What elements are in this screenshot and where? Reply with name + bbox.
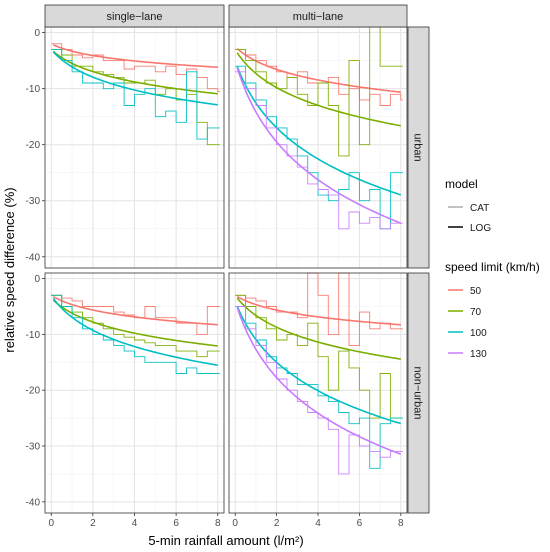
panel-non-urban-single-lane-x-tick-label: 0 [48, 518, 54, 529]
panel-non-urban-single-lane: 0 -10 -20 -30 -40 0 2 4 6 8 [26, 272, 225, 529]
legend-speed-title: speed limit (km/h) [445, 260, 540, 274]
panel-urban-multi-lane-cat-line-70 [235, 15, 403, 157]
legend-speed-50-label: 50 [470, 286, 482, 297]
legend-speed: speed limit (km/h) 50 70 100 130 [445, 260, 540, 360]
panel-non-urban-single-lane-y-tick-label: -40 [26, 497, 41, 508]
panel-non-urban-single-lane-y-tick-label: 0 [34, 274, 40, 285]
legend-speed-130-label: 130 [470, 349, 487, 360]
panel-non-urban-single-lane-log-line-100 [52, 297, 218, 366]
legend-model: model CAT LOG [445, 177, 491, 234]
legend-speed-70-label: 70 [470, 307, 482, 318]
panel-non-urban-single-lane-log-line-50 [52, 295, 218, 326]
panel-urban-single-lane-y-tick-label: -30 [26, 196, 41, 207]
panel-non-urban-single-lane-y-tick-label: -20 [26, 386, 41, 397]
panel-urban-multi-lane-log-line-130 [236, 67, 402, 224]
strip-urban: urban [412, 133, 424, 161]
row-strips: urban non−urban [407, 26, 430, 514]
panel-non-urban-multi-lane-x-tick-label: 6 [357, 518, 363, 529]
panel-urban-multi-lane-log-line-70 [236, 52, 401, 127]
panel-non-urban-multi-lane-log-line-130 [236, 307, 402, 455]
panel-non-urban-multi-lane: 0 2 4 6 8 [228, 272, 408, 529]
panel-urban-single-lane: 0 -10 -20 -30 -40 [26, 26, 225, 269]
panel-urban-multi-lane-log-line-50 [236, 48, 401, 93]
panel-non-urban-multi-lane-x-tick-label: 4 [315, 518, 321, 529]
panel-non-urban-multi-lane-cat-line-130 [235, 306, 403, 475]
panel-urban-single-lane-log-line-100 [52, 51, 218, 106]
panel-urban-single-lane-y-tick-label: -20 [26, 140, 41, 151]
panel-non-urban-multi-lane-log-line-100 [236, 305, 402, 425]
panel-non-urban-single-lane-cat-line-70 [51, 294, 220, 358]
panel-urban-multi-lane-cat-line-130 [235, 71, 403, 230]
panel-urban-single-lane-y-tick-label: -10 [26, 84, 41, 95]
strip-multi-lane-bg [228, 4, 408, 28]
legend-model-title: model [445, 177, 478, 191]
legend-model-cat-label: CAT [470, 203, 489, 214]
strip-urban-bg [407, 26, 430, 269]
strip-non-urban-bg [407, 272, 430, 514]
column-strips: single−lane multi−lane [44, 4, 408, 28]
panel-urban-single-lane-cat-line-100 [51, 48, 220, 140]
panel-non-urban-single-lane-x-tick-label: 2 [90, 518, 96, 529]
panels-layer: 0-10-20-30-400-10-20-30-400 2 4 6 8 0 2 4 6 8 [26, 15, 408, 529]
panel-urban-multi-lane [228, 15, 408, 269]
x-axis-title: 5-min rainfall amount (l/m²) [148, 533, 303, 548]
panel-non-urban-multi-lane-cat-line-50 [235, 272, 403, 347]
panel-urban-single-lane-y-tick-label: -40 [26, 252, 41, 263]
legend-model-log-label: LOG [470, 223, 491, 234]
y-axis-title: relative speed difference (%) [2, 187, 17, 352]
panel-urban-single-lane-log-line-70 [52, 50, 218, 95]
strip-single-lane-bg [44, 4, 225, 28]
legend-speed-100-label: 100 [470, 328, 487, 339]
panel-non-urban-single-lane-x-tick-label: 6 [173, 518, 179, 529]
strip-single-lane: single−lane [107, 11, 163, 23]
panel-non-urban-single-lane-y-tick-label: -30 [26, 442, 41, 453]
strip-non-urban: non−urban [412, 367, 424, 420]
panel-non-urban-multi-lane-x-tick-label: 2 [274, 518, 280, 529]
strip-multi-lane: multi−lane [293, 11, 343, 23]
panel-non-urban-single-lane-x-tick-label: 8 [215, 518, 221, 529]
panel-non-urban-single-lane-y-tick-label: -10 [26, 330, 41, 341]
panel-non-urban-multi-lane-x-tick-label: 0 [232, 518, 238, 529]
panel-non-urban-multi-lane-log-line-50 [236, 295, 401, 326]
panel-non-urban-multi-lane-log-line-70 [236, 297, 401, 360]
panel-non-urban-multi-lane-cat-line-100 [235, 306, 403, 469]
panel-non-urban-multi-lane-x-tick-label: 8 [398, 518, 404, 529]
panel-urban-multi-lane-log-line-100 [236, 66, 402, 196]
panel-urban-single-lane-y-tick-label: 0 [34, 28, 40, 39]
panel-urban-single-lane-log-line-50 [52, 44, 218, 68]
panel-non-urban-single-lane-x-tick-label: 4 [132, 518, 138, 529]
panel-non-urban-single-lane-cat-line-100 [51, 294, 220, 374]
